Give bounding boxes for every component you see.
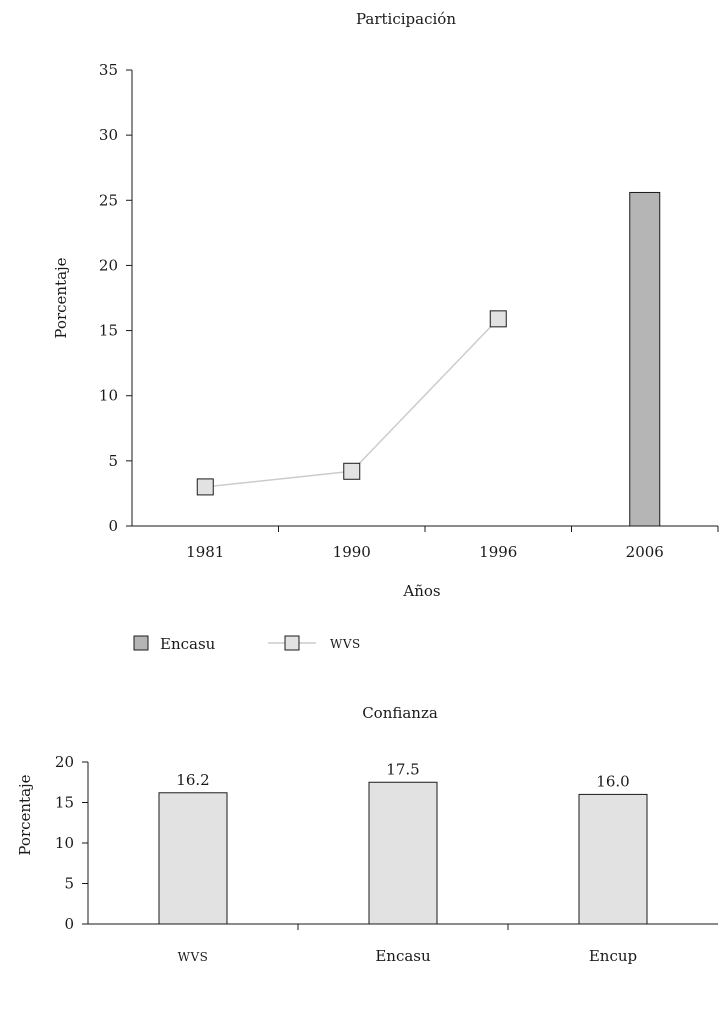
encasu-bar (629, 191, 661, 527)
participation-x-tick-label: 1996 (479, 543, 517, 561)
participation-y-tick-label: 5 (108, 452, 118, 470)
participation-y-ticks: 0 5 10 15 20 25 30 35 (99, 61, 132, 535)
confidence-y-tick-label: 15 (55, 794, 74, 812)
participation-x-ticks: 1981 1990 1996 2006 (186, 526, 719, 561)
confidence-y-label: Porcentaje (16, 774, 34, 855)
legend-label-wvs: WVS (330, 637, 361, 651)
confidence-y-ticks: 0 5 10 15 20 (55, 753, 88, 933)
confidence-title: Confianza (362, 704, 438, 722)
participation-legend: Encasu WVS (133, 635, 361, 653)
confidence-bar-value-label: 17.5 (386, 760, 419, 778)
confidence-bar (368, 781, 438, 925)
participation-y-tick-label: 20 (99, 256, 118, 274)
participation-x-label: Años (402, 582, 440, 600)
confidence-bar-value-label: 16.0 (596, 772, 629, 790)
participation-y-tick-label: 15 (99, 322, 118, 340)
participation-y-tick-label: 0 (108, 517, 118, 535)
wvs-series-line (205, 318, 499, 488)
confidence-x-tick-label: WVS (178, 950, 209, 964)
wvs-point (489, 310, 507, 328)
participation-x-tick-label: 2006 (626, 543, 664, 561)
legend-label-encasu: Encasu (160, 635, 216, 653)
confidence-bar (158, 792, 228, 925)
participation-chart: Participación Porcentaje Años 0 5 10 15 20 25… (52, 10, 719, 653)
confidence-x-tick-label: Encasu (375, 947, 431, 965)
participation-bars (629, 191, 661, 527)
participation-x-tick-label: 1990 (333, 543, 371, 561)
participation-line (196, 310, 507, 496)
confidence-y-tick-label: 5 (64, 875, 74, 893)
confidence-y-tick-label: 10 (55, 834, 74, 852)
wvs-point (343, 462, 361, 480)
confidence-bar (578, 793, 648, 925)
participation-title: Participación (356, 10, 456, 28)
participation-y-label: Porcentaje (52, 257, 70, 338)
confidence-y-tick-label: 0 (64, 915, 74, 933)
confidence-y-tick-label: 20 (55, 753, 74, 771)
participation-y-tick-label: 10 (99, 387, 118, 405)
confidence-x-tick-label: Encup (589, 947, 637, 965)
participation-y-tick-label: 30 (99, 126, 118, 144)
legend-marker-wvs (284, 635, 300, 651)
legend-swatch-encasu (133, 635, 149, 651)
confidence-bars: 16.2 17.5 16.0 (158, 760, 648, 925)
confidence-chart: Confianza Porcentaje 0 5 10 15 20 WVS Encasu E… (16, 704, 718, 965)
wvs-point (196, 478, 214, 496)
confidence-x-ticks: WVS Encasu Encup (178, 924, 637, 965)
participation-x-tick-label: 1981 (186, 543, 224, 561)
participation-y-tick-label: 25 (99, 191, 118, 209)
participation-y-tick-label: 35 (99, 61, 118, 79)
confidence-bar-value-label: 16.2 (176, 771, 209, 789)
